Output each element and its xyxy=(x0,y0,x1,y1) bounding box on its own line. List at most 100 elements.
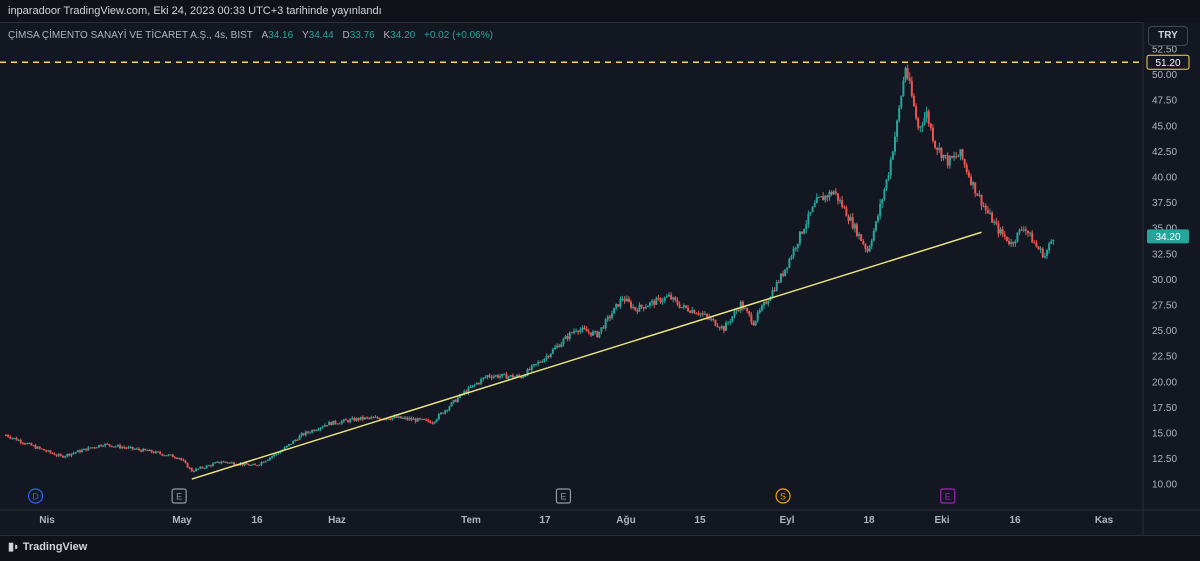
candle-body xyxy=(851,217,854,229)
candle-body xyxy=(488,375,491,377)
currency-button[interactable]: TRY xyxy=(1148,26,1188,46)
candle-body xyxy=(663,297,666,301)
tradingview-brand[interactable]: ▮◗ TradingView xyxy=(8,540,87,553)
candle-body xyxy=(140,449,143,452)
candle-body xyxy=(131,446,134,449)
candle-body xyxy=(104,443,107,446)
candle-body xyxy=(456,397,459,402)
candle-body xyxy=(76,450,79,453)
candle-body xyxy=(423,418,426,420)
candle-body xyxy=(763,302,766,306)
candle-body xyxy=(904,67,907,81)
x-tick-label: 16 xyxy=(1009,515,1021,526)
candle-body xyxy=(820,196,823,198)
candle-body xyxy=(184,460,187,463)
candle-body xyxy=(245,463,248,465)
candle-body xyxy=(214,462,217,464)
candle-body xyxy=(222,461,225,463)
candle-body xyxy=(651,300,654,303)
candle-body xyxy=(853,224,856,229)
y-tick-label: 12.50 xyxy=(1152,454,1177,465)
candle-body xyxy=(562,338,565,344)
y-tick-label: 10.00 xyxy=(1152,480,1177,491)
candle-body xyxy=(477,382,480,384)
candle-body xyxy=(739,301,742,311)
candle-body xyxy=(771,290,774,298)
close-value: 34.20 xyxy=(390,30,416,41)
candle-body xyxy=(938,147,941,150)
candle-body xyxy=(640,304,643,308)
candle-body xyxy=(93,447,96,449)
candle-body xyxy=(102,445,105,447)
candle-body xyxy=(1018,229,1021,233)
candle-body xyxy=(442,412,445,414)
candle-body xyxy=(188,467,191,469)
candle-body xyxy=(340,421,343,424)
candle-body xyxy=(463,391,466,395)
candle-body xyxy=(553,347,556,350)
candle-body xyxy=(159,452,162,454)
candle-body xyxy=(1050,241,1053,244)
candle-body xyxy=(965,164,968,173)
candle-body xyxy=(435,419,438,422)
x-tick-label: Ağu xyxy=(616,515,635,526)
candle-body xyxy=(313,429,316,431)
candle-body xyxy=(490,376,493,378)
candle-body xyxy=(826,195,829,198)
open-value: 34.16 xyxy=(268,30,294,41)
candle-body xyxy=(399,416,402,419)
candle-body xyxy=(116,445,119,447)
candle-body xyxy=(644,306,647,309)
candle-body xyxy=(830,191,833,195)
candle-body xyxy=(319,427,322,430)
last-price-badge xyxy=(1147,229,1189,244)
candle-body xyxy=(674,297,677,301)
candle-body xyxy=(659,298,662,303)
candle-body xyxy=(1001,229,1004,235)
bottom-bar xyxy=(0,535,1200,561)
candle-body xyxy=(809,212,812,214)
candle-body xyxy=(412,418,415,420)
candle-body xyxy=(864,244,867,249)
candle-body xyxy=(786,267,789,270)
candle-body xyxy=(21,442,24,444)
event-marker-split xyxy=(775,488,791,504)
candle-body xyxy=(494,375,497,377)
candle-body xyxy=(7,435,10,437)
candle-body xyxy=(917,118,920,128)
candle-body xyxy=(518,375,521,377)
candle-body xyxy=(849,217,852,221)
candle-body xyxy=(634,306,637,310)
candle-body xyxy=(9,436,12,439)
candle-body xyxy=(138,448,141,450)
candle-body xyxy=(720,326,723,329)
candle-body xyxy=(74,452,77,454)
x-tick-label: Nis xyxy=(39,515,55,526)
candle-body xyxy=(30,443,33,446)
candle-body xyxy=(108,444,111,446)
close-label: K xyxy=(383,30,391,41)
candle-body xyxy=(526,369,529,376)
candle-body xyxy=(725,322,728,331)
candle-body xyxy=(207,465,210,467)
candle-body xyxy=(798,231,801,244)
candle-body xyxy=(420,418,423,420)
candle-body xyxy=(991,212,994,223)
y-tick-label: 32.50 xyxy=(1152,249,1177,260)
candle-body xyxy=(277,453,280,455)
candle-body xyxy=(906,67,909,78)
candle-body xyxy=(64,456,67,458)
candle-body xyxy=(999,229,1002,234)
candle-body xyxy=(997,223,1000,234)
candle-body xyxy=(19,440,22,443)
last-price-label: 34.20 xyxy=(1155,232,1180,243)
candle-body xyxy=(431,423,434,425)
y-tick-label: 47.50 xyxy=(1152,96,1177,107)
candle-body xyxy=(834,191,837,194)
candle-body xyxy=(953,156,956,158)
candle-body xyxy=(657,298,660,300)
candle-body xyxy=(737,310,740,312)
candle-body xyxy=(813,203,816,207)
candle-body xyxy=(636,309,639,312)
